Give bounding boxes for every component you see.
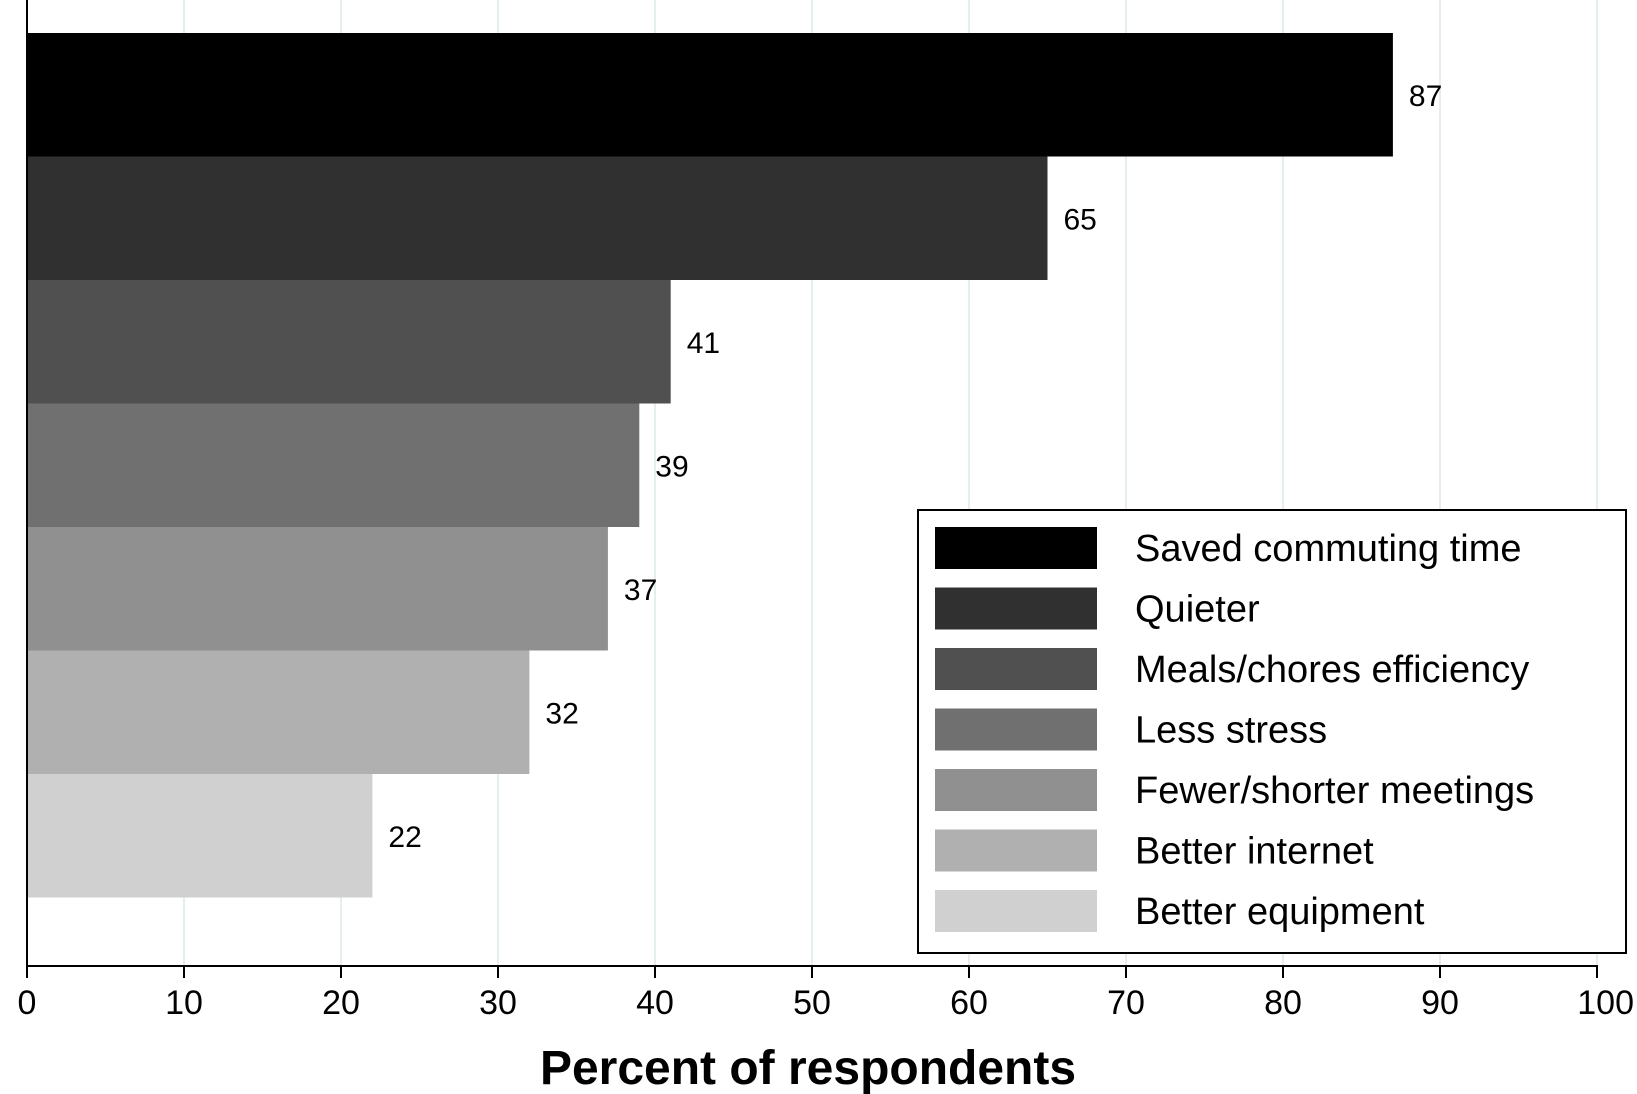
x-tick-label-90: 90 bbox=[1421, 984, 1459, 1022]
value-label-5: 32 bbox=[545, 697, 578, 730]
bar-5 bbox=[27, 650, 530, 774]
bar-0 bbox=[27, 33, 1393, 157]
x-tick-label-100: 100 bbox=[1577, 984, 1634, 1022]
legend-label-5: Better internet bbox=[1135, 831, 1374, 873]
bar-6 bbox=[27, 774, 373, 898]
value-label-4: 37 bbox=[624, 574, 657, 607]
x-tick-label-40: 40 bbox=[636, 984, 674, 1022]
x-tick-label-30: 30 bbox=[479, 984, 517, 1022]
legend-label-6: Better equipment bbox=[1135, 891, 1425, 933]
legend-swatch-0 bbox=[935, 527, 1097, 569]
x-tick-label-60: 60 bbox=[950, 984, 988, 1022]
bar-1 bbox=[27, 156, 1048, 280]
x-axis: 0 10 20 30 40 50 60 70 80 90 100 bbox=[18, 0, 1634, 1022]
legend-swatch-4 bbox=[935, 769, 1097, 811]
value-labels: 87 65 41 39 37 32 22 bbox=[388, 80, 1442, 854]
legend-swatch-2 bbox=[935, 648, 1097, 690]
legend-label-4: Fewer/shorter meetings bbox=[1135, 770, 1534, 812]
x-tick-label-0: 0 bbox=[18, 984, 37, 1022]
bar-3 bbox=[27, 403, 640, 527]
legend-swatch-5 bbox=[935, 829, 1097, 872]
legend-swatch-6 bbox=[935, 890, 1097, 932]
bar-2 bbox=[27, 280, 671, 404]
value-label-1: 65 bbox=[1064, 203, 1097, 236]
legend-label-2: Meals/chores efficiency bbox=[1135, 649, 1529, 691]
legend-swatch-3 bbox=[935, 708, 1097, 751]
x-tick-label-80: 80 bbox=[1264, 984, 1302, 1022]
x-tick-label-50: 50 bbox=[793, 984, 831, 1022]
value-label-0: 87 bbox=[1409, 80, 1442, 113]
x-axis-title: Percent of respondents bbox=[540, 1042, 1076, 1094]
legend: Saved commuting time Quieter Meals/chores … bbox=[917, 509, 1627, 954]
legend-swatch-1 bbox=[935, 587, 1097, 630]
legend-label-0: Saved commuting time bbox=[1135, 528, 1522, 570]
x-tick-label-70: 70 bbox=[1107, 984, 1145, 1022]
value-label-2: 41 bbox=[687, 327, 720, 360]
x-tick-label-20: 20 bbox=[322, 984, 360, 1022]
value-label-6: 22 bbox=[388, 821, 421, 854]
legend-label-3: Less stress bbox=[1135, 710, 1327, 752]
bars bbox=[27, 33, 1393, 898]
x-tick-label-10: 10 bbox=[165, 984, 203, 1022]
value-label-3: 39 bbox=[655, 450, 688, 483]
bar-4 bbox=[27, 527, 608, 651]
legend-label-1: Quieter bbox=[1135, 589, 1260, 631]
